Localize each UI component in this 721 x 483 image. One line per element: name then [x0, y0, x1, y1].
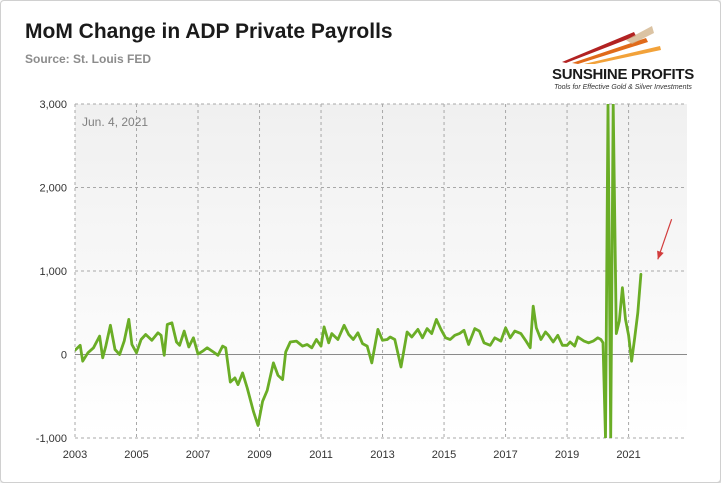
x-tick-label: 2011 — [309, 449, 333, 461]
x-tick-label: 2003 — [63, 449, 87, 461]
x-tick-label: 2005 — [124, 449, 148, 461]
arrow-annotation — [657, 219, 673, 260]
x-tick-label: 2009 — [247, 449, 271, 461]
x-axis: 2003 2005 2007 2009 2011 2013 2015 2017 2019 2021 — [63, 449, 641, 461]
chart-title: MoM Change in ADP Private Payrolls — [25, 20, 393, 43]
arrow-head-icon — [657, 250, 664, 260]
logo-tagline: Tools for Effective Gold & Silver Invest… — [554, 84, 692, 91]
x-tick-label: 2015 — [432, 449, 456, 461]
y-tick-label: 2,000 — [39, 183, 67, 195]
x-tick-label: 2013 — [370, 449, 394, 461]
chart-subtitle: Source: St. Louis FED — [25, 52, 152, 66]
y-tick-label: 0 — [61, 350, 67, 362]
x-tick-label: 2021 — [616, 449, 640, 461]
y-tick-label: -1,000 — [36, 433, 67, 445]
y-axis: -1,000 0 1,000 2,000 3,000 — [36, 99, 67, 445]
x-tick-label: 2007 — [186, 449, 210, 461]
x-tick-label: 2017 — [493, 449, 517, 461]
logo-name: SUNSHINE PROFITS — [552, 66, 694, 83]
y-tick-label: 1,000 — [39, 266, 67, 278]
logo-swoosh-icon — [562, 26, 661, 64]
series-line-adp-payrolls — [75, 104, 643, 438]
date-annotation: Jun. 4, 2021 — [82, 115, 148, 129]
y-tick-label: 3,000 — [39, 99, 67, 111]
x-tick-label: 2019 — [555, 449, 579, 461]
sunshine-profits-logo: SUNSHINE PROFITS Tools for Effective Gol… — [548, 24, 698, 94]
